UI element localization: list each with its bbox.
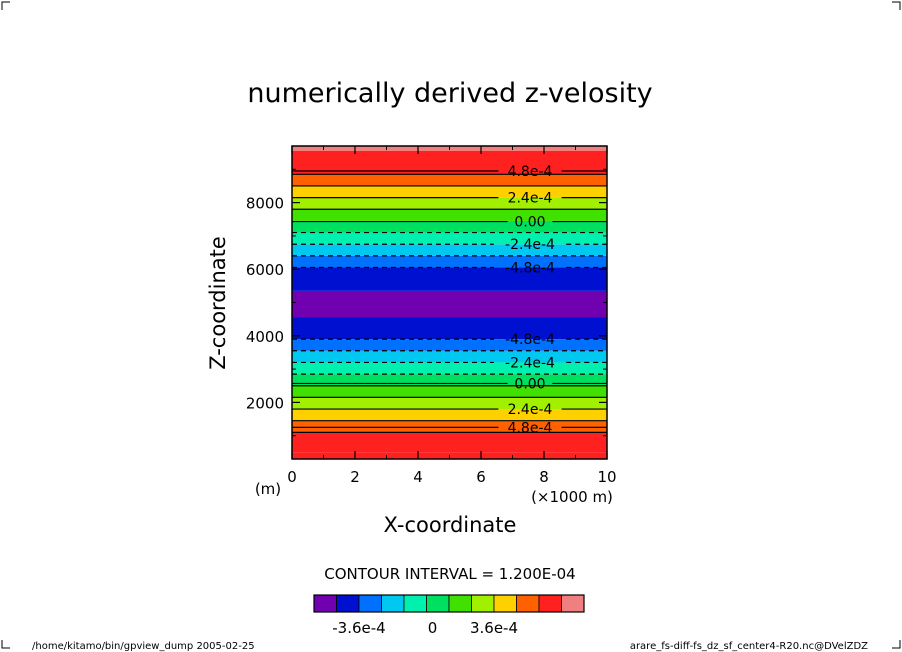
colorbar-label: 3.6e-4 <box>470 619 518 637</box>
y-tick-label: 4000 <box>246 328 284 346</box>
contour-band <box>292 397 607 410</box>
colorbar-cell <box>448 594 472 613</box>
contour-band <box>292 374 607 386</box>
contour-band <box>292 209 607 221</box>
contour-bands <box>292 146 607 459</box>
colorbar-cell <box>313 594 337 613</box>
y-tick-label: 6000 <box>246 261 284 279</box>
x-unit-left: (m) <box>255 480 281 498</box>
x-tick-label: 6 <box>476 468 486 486</box>
contour-label: -2.4e-4 <box>505 237 555 253</box>
y-tick-label: 2000 <box>246 394 284 412</box>
contour-band <box>292 185 607 198</box>
x-tick-label: 0 <box>287 468 297 486</box>
chart-title: numerically derived z-velosity <box>247 78 652 109</box>
contour-lines <box>292 170 607 433</box>
colorbar-cell <box>516 594 540 613</box>
contour-band <box>292 244 607 256</box>
x-tick-label: 8 <box>539 468 549 486</box>
y-tick-label: 8000 <box>246 195 284 213</box>
x-axis-label: X-coordinate <box>384 513 517 537</box>
contour-band <box>292 317 607 340</box>
colorbar-cell <box>426 594 450 613</box>
contour-label: 0.00 <box>514 215 545 231</box>
contour-band <box>292 232 607 245</box>
colorbar-label: -3.6e-4 <box>332 619 385 637</box>
footer-left: /home/kitamo/bin/gpview_dump 2005-02-25 <box>32 641 255 652</box>
footer-right: arare_fs-diff-fs_dz_sf_center4-R20.nc@DV… <box>630 641 868 652</box>
contour-band <box>292 432 607 453</box>
contour-label: -4.8e-4 <box>505 261 555 277</box>
colorbar-cell <box>381 594 405 613</box>
contour-labels: 4.8e-4 2.4e-4 0.00 -2.4e-4 -4.8e-4 -4.8e-4 -2.… <box>505 164 555 436</box>
contour-band <box>292 174 607 186</box>
colorbar <box>313 594 585 613</box>
colorbar-cell <box>336 594 360 613</box>
colorbar-cell <box>358 594 382 613</box>
x-axis-ticks: 0 2 4 6 8 10 <box>287 146 617 486</box>
contour-interval-text: CONTOUR INTERVAL = 1.200E-04 <box>324 565 575 583</box>
contour-band <box>292 267 607 291</box>
contour-label: 2.4e-4 <box>508 402 553 418</box>
contour-band <box>292 339 607 351</box>
colorbar-cell <box>538 594 562 613</box>
x-unit-right: (×1000 m) <box>531 488 613 506</box>
contour-band <box>292 362 607 375</box>
contour-band <box>292 385 607 398</box>
colorbar-frame <box>313 594 585 613</box>
colorbar-labels: -3.6e-4 0 3.6e-4 <box>332 619 518 637</box>
contour-band <box>292 350 607 363</box>
x-tick-label: 2 <box>350 468 360 486</box>
contour-band <box>292 409 607 421</box>
colorbar-label: 0 <box>428 619 438 637</box>
x-tick-label: 10 <box>597 468 616 486</box>
y-axis-ticks: 2000 4000 6000 8000 <box>246 168 607 437</box>
colorbar-cell <box>561 594 585 613</box>
contour-label: 4.8e-4 <box>508 420 553 436</box>
contour-band <box>292 220 607 233</box>
contour-label: 4.8e-4 <box>508 164 553 180</box>
contour-band <box>292 150 607 175</box>
x-tick-label: 4 <box>413 468 423 486</box>
colorbar-cell <box>403 594 427 613</box>
contour-label: -2.4e-4 <box>505 355 555 371</box>
contour-band <box>292 255 607 268</box>
colorbar-cell <box>471 594 495 613</box>
contour-label: 0.00 <box>514 376 545 392</box>
colorbar-cell <box>493 594 517 613</box>
contour-label: 2.4e-4 <box>508 191 553 207</box>
y-axis-label: Z-coordinate <box>206 236 230 370</box>
contour-band <box>292 420 607 433</box>
contour-label: -4.8e-4 <box>505 332 555 348</box>
contour-band <box>292 290 607 318</box>
contour-band <box>292 197 607 210</box>
